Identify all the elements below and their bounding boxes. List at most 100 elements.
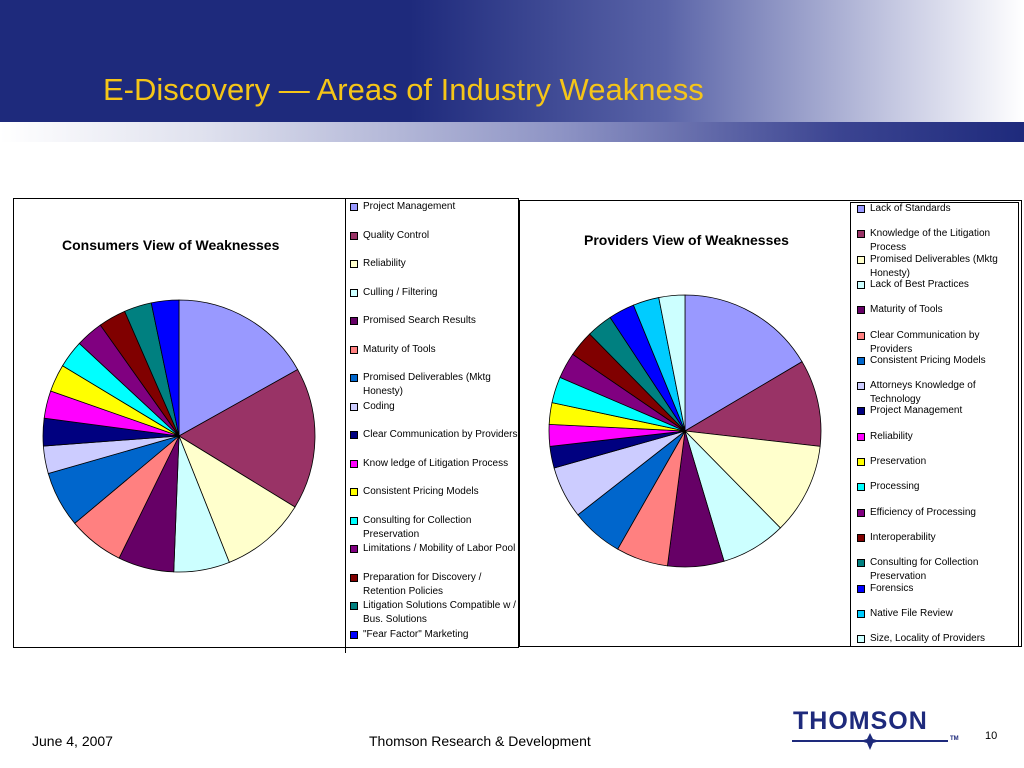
legend-swatch [350, 317, 358, 325]
legend-swatch [857, 609, 865, 618]
legend-label: Native File Review [870, 607, 953, 619]
legend-swatch [857, 306, 865, 315]
legend-item-1-17: Size, Locality of Providers [857, 632, 1015, 646]
legend-item-0-0: Project Management [350, 200, 518, 214]
legend-item-1-0: Lack of Standards [857, 202, 1015, 216]
legend-label: Quality Control [363, 229, 430, 241]
legend-label: Promised Deliverables (Mktg Honesty) [363, 372, 491, 397]
page-number: 10 [985, 730, 998, 742]
legend-swatch [350, 630, 358, 639]
consumers-chart-title: Consumers View of Weaknesses [62, 237, 280, 253]
legend-swatch [857, 407, 865, 416]
legend-item-0-15: "Fear Factor" Marketing [350, 628, 518, 642]
consumers-legend-box [345, 198, 518, 653]
legend-label: Project Management [870, 405, 963, 417]
legend-label: Lack of Best Practices [870, 278, 969, 290]
legend-label: Preservation [870, 456, 927, 467]
legend-item-1-11: Processing [857, 480, 1015, 494]
logo-star-line [792, 733, 948, 750]
pie-slice-0-15 [150, 299, 180, 437]
legend-label: Litigation Solutions Compatible w / Bus.… [363, 600, 516, 625]
pie-slice-1-1 [683, 361, 822, 447]
legend-swatch [350, 231, 358, 240]
legend-swatch [857, 584, 865, 593]
legend-swatch [350, 545, 358, 553]
legend-swatch [350, 431, 358, 439]
legend-label: Promised Deliverables (Mktg Honesty) [870, 253, 998, 279]
footer-center-text: Thomson Research & Development [369, 733, 591, 749]
legend-label: Maturity of Tools [870, 304, 943, 316]
legend-swatch [350, 402, 358, 411]
slide-title: E-Discovery — Areas of Industry Weakness [103, 72, 704, 107]
header-stripe [0, 122, 1024, 142]
legend-label: Maturity of Tools [363, 343, 436, 355]
legend-swatch [350, 260, 358, 268]
legend-label: Limitations / Mobility of Labor Pool [363, 543, 516, 554]
legend-item-0-4: Promised Search Results [350, 314, 518, 328]
legend-item-0-9: Know ledge of Litigation Process [350, 457, 518, 471]
legend-label: Consistent Pricing Models [870, 354, 986, 366]
legend-label: Promised Search Results [363, 315, 476, 326]
consumers-pie-chart [42, 299, 316, 573]
legend-label: Clear Communication by Providers [870, 329, 980, 355]
legend-label: Know ledge of Litigation Process [363, 457, 509, 469]
legend-swatch [857, 280, 865, 289]
legend-item-1-16: Native File Review [857, 607, 1015, 621]
legend-item-1-8: Project Management [857, 404, 1015, 418]
legend-label: Forensics [870, 582, 914, 594]
legend-item-0-12: Limitations / Mobility of Labor Pool [350, 542, 518, 556]
logo-wordmark: THOMSON [793, 707, 928, 735]
legend-label: Clear Communication by Providers [363, 429, 518, 440]
legend-item-1-5: Clear Communication by Providers [857, 329, 1015, 357]
legend-item-1-9: Reliability [857, 430, 1015, 444]
pie-slice-1-17 [658, 294, 686, 432]
legend-label: Project Management [363, 201, 456, 212]
legend-swatch [857, 508, 865, 517]
legend-label: Attorneys Knowledge of Technology [870, 380, 976, 406]
legend-swatch [857, 255, 865, 264]
legend-item-1-15: Forensics [857, 582, 1015, 596]
providers-legend-box [850, 202, 1019, 647]
pie-slice-0-0 [178, 299, 299, 437]
legend-swatch [350, 488, 358, 496]
legend-item-1-4: Maturity of Tools [857, 303, 1015, 317]
legend-swatch [350, 573, 358, 582]
legend-item-0-13: Preparation for Discovery / Retention Po… [350, 571, 518, 599]
pie-slice-0-1 [178, 368, 316, 508]
pie-slice-1-0 [684, 294, 803, 432]
legend-swatch [857, 331, 865, 340]
pie-slice-1-2 [683, 430, 821, 529]
legend-label: Interoperability [870, 531, 936, 543]
legend-label: Consulting for Collection Preservation [363, 514, 472, 540]
legend-swatch [350, 459, 358, 468]
legend-swatch [857, 559, 865, 568]
legend-label: Consistent Pricing Models [363, 486, 479, 497]
legend-item-0-8: Clear Communication by Providers [350, 428, 518, 442]
legend-label: Processing [870, 481, 920, 493]
legend-label: Consulting for Collection Preservation [870, 557, 979, 583]
legend-swatch [350, 203, 358, 211]
pie-slice-0-2 [178, 435, 296, 563]
legend-item-1-2: Promised Deliverables (Mktg Honesty) [857, 253, 1015, 281]
legend-item-1-6: Consistent Pricing Models [857, 354, 1015, 368]
legend-swatch [350, 602, 358, 610]
legend-swatch [350, 288, 358, 297]
legend-swatch [857, 382, 865, 391]
legend-swatch [857, 205, 865, 213]
providers-pie-chart [548, 294, 822, 568]
legend-swatch [350, 374, 358, 382]
legend-item-0-1: Quality Control [350, 229, 518, 243]
legend-item-1-12: Efficiency of Processing [857, 506, 1015, 520]
footer-date: June 4, 2007 [32, 733, 113, 749]
legend-item-0-6: Promised Deliverables (Mktg Honesty) [350, 371, 518, 399]
legend-label: Preparation for Discovery / Retention Po… [363, 571, 482, 597]
legend-label: Culling / Filtering [363, 286, 438, 298]
legend-swatch [350, 345, 358, 354]
legend-swatch [857, 483, 865, 492]
legend-item-0-11: Consulting for Collection Preservation [350, 514, 518, 542]
logo-trademark: TM [950, 736, 959, 742]
header-band [0, 0, 1024, 122]
legend-item-1-1: Knowledge of the Litigation Process [857, 227, 1015, 255]
legend-label: Efficiency of Processing [870, 506, 976, 518]
legend-label: Coding [363, 400, 395, 412]
